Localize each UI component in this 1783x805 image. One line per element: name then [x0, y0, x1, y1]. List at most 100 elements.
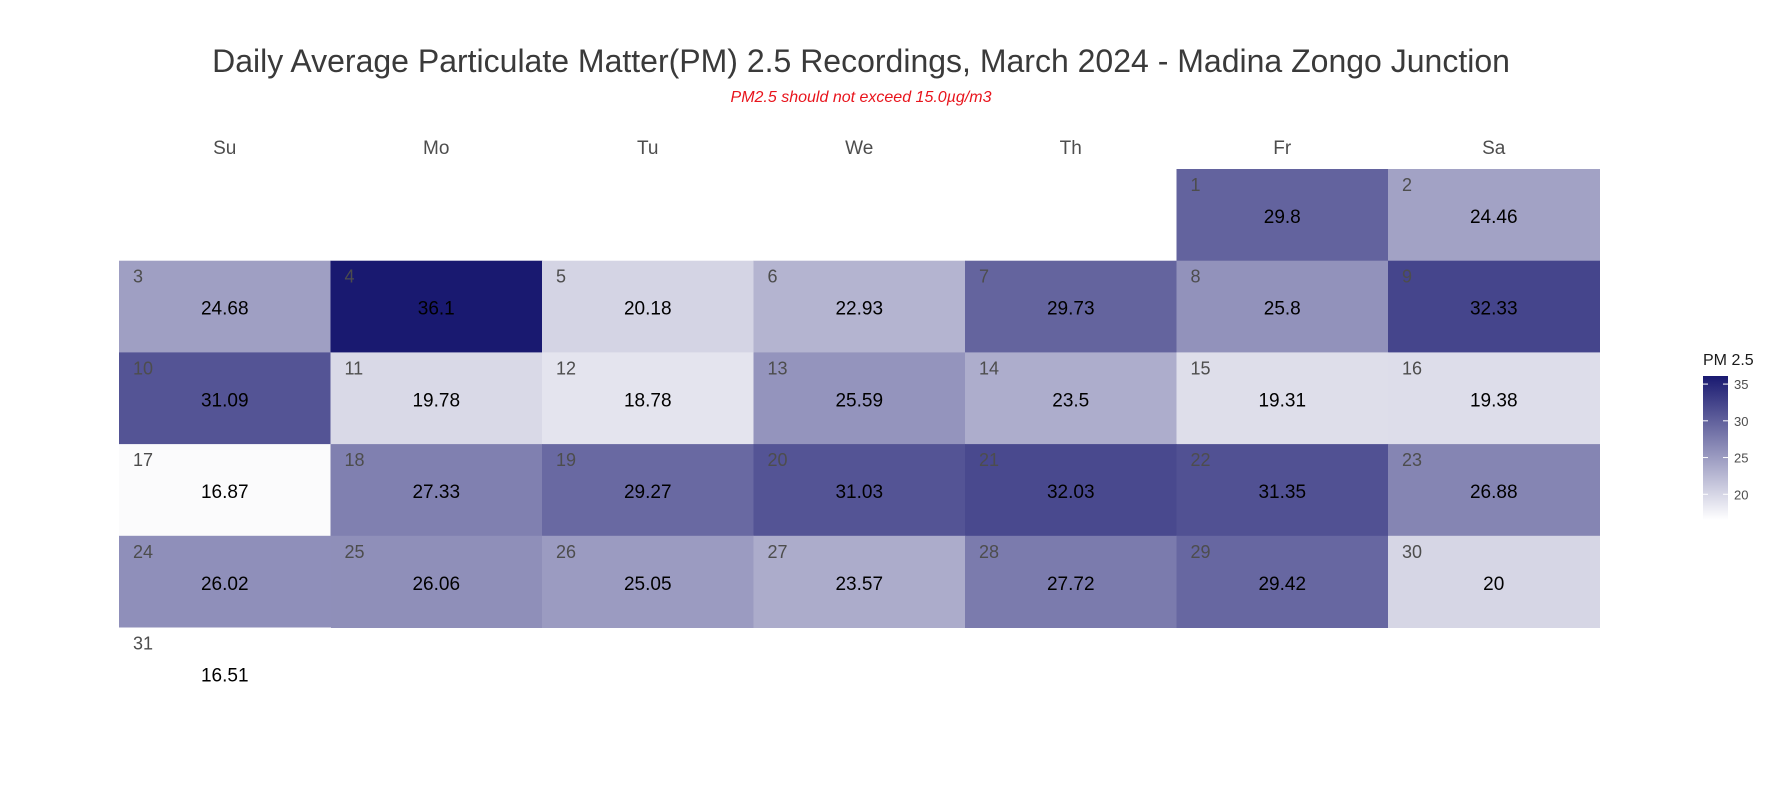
- day-number: 20: [768, 450, 788, 470]
- day-value-label: 27.33: [412, 482, 460, 503]
- day-value-label: 26.02: [201, 574, 249, 595]
- day-cell-fill: [330, 352, 543, 445]
- day-number: 6: [768, 267, 778, 287]
- day-value-label: 29.8: [1264, 207, 1301, 228]
- day-cell-fill: [330, 535, 543, 628]
- legend-tick-label: 35: [1734, 377, 1748, 392]
- day-number: 13: [768, 358, 788, 378]
- day-value-label: 29.27: [624, 482, 672, 503]
- day-cell: 129.8: [1176, 169, 1389, 262]
- day-cell-fill: [753, 260, 966, 353]
- day-number: 8: [1191, 267, 1201, 287]
- day-value-label: 19.31: [1258, 390, 1306, 411]
- day-value-label: 29.73: [1047, 299, 1095, 320]
- day-cell-fill: [965, 444, 1177, 537]
- weekday-label: Sa: [1482, 138, 1506, 159]
- day-value-label: 27.72: [1047, 574, 1095, 595]
- day-number: 3: [133, 267, 143, 287]
- day-value-label: 23.5: [1052, 390, 1089, 411]
- day-cell-fill: [1176, 352, 1389, 445]
- day-cell: 12 18.78: [542, 352, 754, 445]
- day-cell: 16 19.38: [1388, 352, 1600, 445]
- day-cell: 20 31.03: [753, 444, 966, 537]
- day-number: 25: [345, 542, 365, 562]
- day-cell-fill: [965, 535, 1177, 628]
- day-cell: 13 25.59: [753, 352, 966, 445]
- day-cell: 19 29.27: [542, 444, 754, 537]
- day-number: 18: [345, 450, 365, 470]
- day-cell: 15 19.31: [1176, 352, 1389, 445]
- day-number: 15: [1191, 358, 1211, 378]
- day-cell-fill: [965, 352, 1177, 445]
- day-number: 21: [979, 450, 999, 470]
- day-cell: 29 29.42: [1176, 535, 1389, 628]
- day-number: 30: [1402, 542, 1422, 562]
- weekday-label: We: [845, 138, 873, 159]
- day-number: 26: [556, 542, 576, 562]
- day-cell-fill: [753, 444, 966, 537]
- day-number: 12: [556, 358, 576, 378]
- calendar-grid: 129.8224.46324.68436.1520.18622.93729.73…: [119, 169, 1600, 720]
- day-number: 2: [1402, 175, 1412, 195]
- day-cell: 932.33: [1388, 260, 1600, 353]
- day-cell-fill: [119, 260, 331, 353]
- day-cell-fill: [1388, 352, 1600, 445]
- weekday-label: Th: [1060, 138, 1082, 159]
- weekday-label: Su: [213, 138, 236, 159]
- day-cell: 18 27.33: [330, 444, 543, 537]
- day-cell-fill: [1388, 260, 1600, 353]
- chart-subtitle: PM2.5 should not exceed 15.0µg/m3: [731, 89, 992, 106]
- legend-colorbar: [1703, 376, 1728, 520]
- day-cell-fill: [1388, 535, 1600, 628]
- legend-title: PM 2.5: [1703, 352, 1754, 369]
- day-number: 1: [1191, 175, 1201, 195]
- day-value-label: 29.42: [1258, 574, 1306, 595]
- day-value-label: 23.57: [835, 574, 883, 595]
- day-number: 10: [133, 358, 153, 378]
- day-cell: 17 16.87: [119, 444, 331, 537]
- day-cell: 31 16.51: [119, 627, 331, 720]
- day-number: 27: [768, 542, 788, 562]
- day-value-label: 16.87: [201, 482, 249, 503]
- day-number: 9: [1402, 267, 1412, 287]
- day-cell: 729.73: [965, 260, 1177, 353]
- day-cell: 224.46: [1388, 169, 1600, 262]
- weekday-label: Mo: [423, 138, 449, 159]
- day-number: 28: [979, 542, 999, 562]
- day-number: 4: [345, 267, 355, 287]
- day-cell-fill: [1176, 260, 1389, 353]
- day-cell: 436.1: [330, 260, 543, 353]
- day-value-label: 25.8: [1264, 299, 1301, 320]
- chart-title: Daily Average Particulate Matter(PM) 2.5…: [212, 43, 1510, 79]
- day-cell: 520.18: [542, 260, 754, 353]
- day-value-label: 20.18: [624, 299, 672, 320]
- legend-tick-label: 25: [1734, 451, 1748, 466]
- day-value-label: 26.06: [412, 574, 460, 595]
- day-number: 5: [556, 267, 566, 287]
- day-value-label: 19.78: [412, 390, 460, 411]
- day-number: 14: [979, 358, 999, 378]
- day-value-label: 24.46: [1470, 207, 1518, 228]
- color-legend: PM 2.5 20 25 30 35: [1703, 352, 1754, 520]
- day-cell-fill: [330, 260, 543, 353]
- legend-tick-label: 20: [1734, 487, 1748, 502]
- weekday-labels: Su Mo Tu We Th Fr Sa: [213, 138, 1506, 159]
- day-number: 11: [345, 358, 364, 378]
- day-cell: 21 32.03: [965, 444, 1177, 537]
- day-number: 19: [556, 450, 576, 470]
- day-cell-fill: [119, 627, 331, 720]
- day-cell: 10 31.09: [119, 352, 331, 445]
- day-value-label: 26.88: [1470, 482, 1518, 503]
- day-cell-fill: [1388, 169, 1600, 262]
- day-cell-fill: [965, 260, 1177, 353]
- day-cell-fill: [542, 352, 754, 445]
- day-number: 17: [133, 450, 153, 470]
- day-value-label: 22.93: [835, 299, 883, 320]
- weekday-label: Fr: [1273, 138, 1292, 159]
- day-number: 31: [133, 634, 153, 654]
- day-cell: 30 20: [1388, 535, 1600, 628]
- day-cell-fill: [119, 444, 331, 537]
- day-value-label: 36.1: [418, 299, 455, 320]
- day-cell: 24 26.02: [119, 535, 331, 628]
